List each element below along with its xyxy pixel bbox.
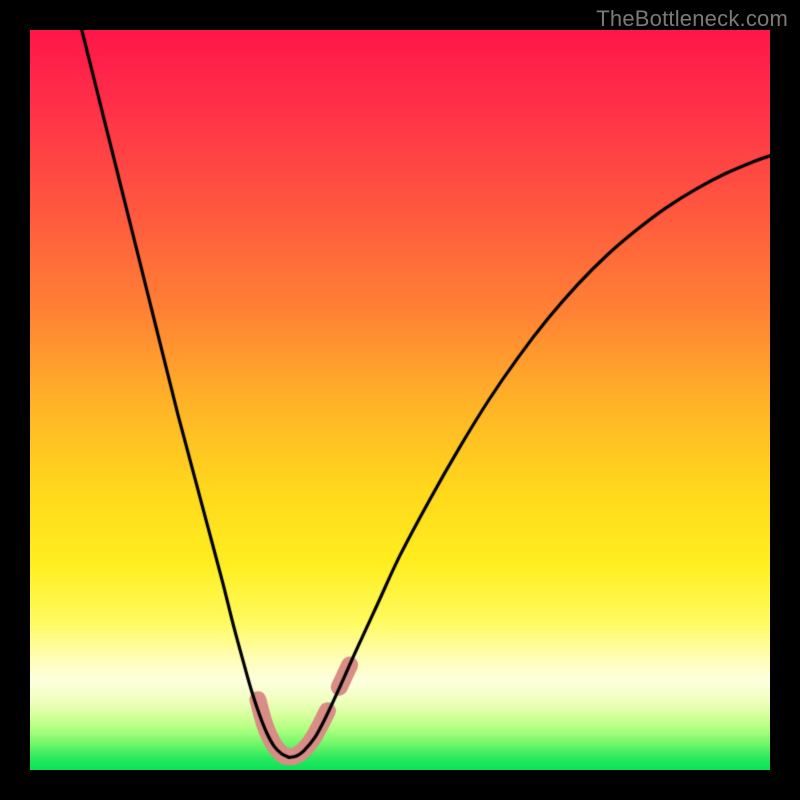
chart-area [30, 30, 770, 770]
bottleneck-curve-chart [30, 30, 770, 770]
watermark-text: TheBottleneck.com [596, 6, 788, 32]
chart-container: { "watermark": { "text": "TheBottleneck.… [0, 0, 800, 800]
